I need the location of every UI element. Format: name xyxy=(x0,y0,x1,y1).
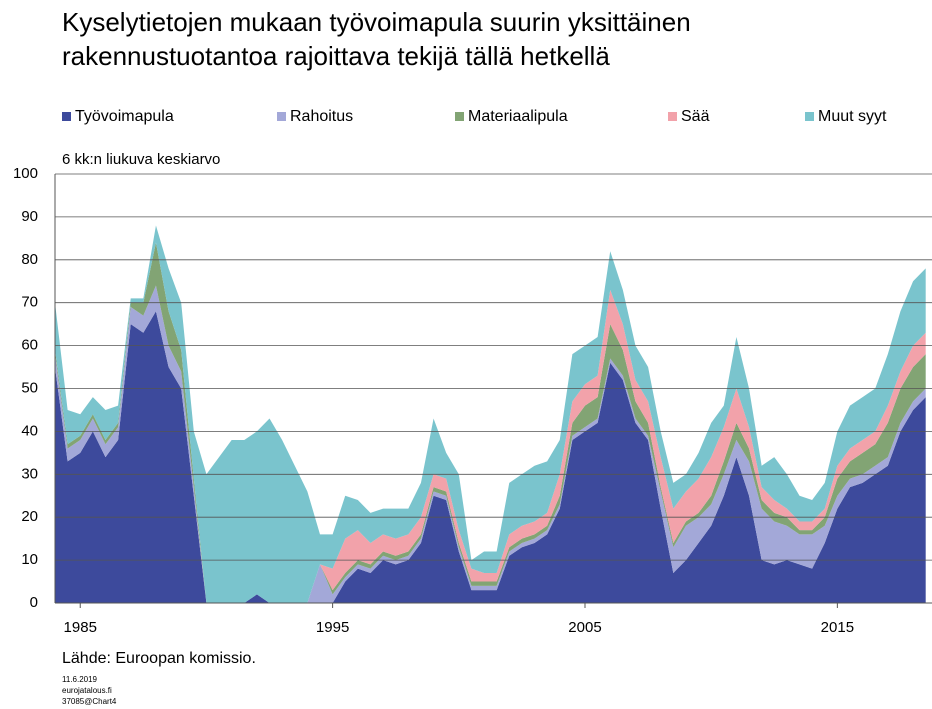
y-tick-label: 70 xyxy=(21,294,38,311)
axis-note: 6 kk:n liukuva keskiarvo xyxy=(62,151,220,168)
y-tick-label: 90 xyxy=(21,208,38,225)
chart-title: Kyselytietojen mukaan työvoimapula suuri… xyxy=(62,7,691,37)
x-tick-label: 2005 xyxy=(568,619,601,636)
y-tick-label: 0 xyxy=(30,594,38,611)
legend-label: Muut syyt xyxy=(818,108,887,125)
chart-title: rakennustuotantoa rajoittava tekijä täll… xyxy=(62,41,610,71)
y-tick-label: 20 xyxy=(21,508,38,525)
y-tick-label: 30 xyxy=(21,465,38,482)
x-tick-label: 1985 xyxy=(64,619,97,636)
legend-label: Työvoimapula xyxy=(75,108,174,125)
legend-label: Rahoitus xyxy=(290,108,353,125)
legend-swatch xyxy=(668,112,677,121)
y-tick-label: 80 xyxy=(21,251,38,268)
footnote: 11.6.2019 xyxy=(62,675,98,684)
legend-swatch xyxy=(805,112,814,121)
y-tick-label: 40 xyxy=(21,422,38,439)
y-tick-label: 10 xyxy=(21,551,38,568)
legend-swatch xyxy=(62,112,71,121)
footnote: eurojatalous.fi xyxy=(62,686,112,695)
area xyxy=(55,285,926,603)
y-tick-label: 100 xyxy=(13,165,38,182)
legend-swatch xyxy=(277,112,286,121)
legend-swatch xyxy=(455,112,464,121)
area xyxy=(55,225,926,604)
x-tick-label: 1995 xyxy=(316,619,349,636)
area xyxy=(55,311,926,603)
y-tick-label: 60 xyxy=(21,337,38,354)
x-tick-label: 2015 xyxy=(821,619,854,636)
y-tick-label: 50 xyxy=(21,379,38,396)
legend-label: Sää xyxy=(681,108,710,125)
footnote: 37085@Chart4 xyxy=(62,697,117,706)
source: Lähde: Euroopan komissio. xyxy=(62,650,256,667)
legend-label: Materiaalipula xyxy=(468,108,568,125)
